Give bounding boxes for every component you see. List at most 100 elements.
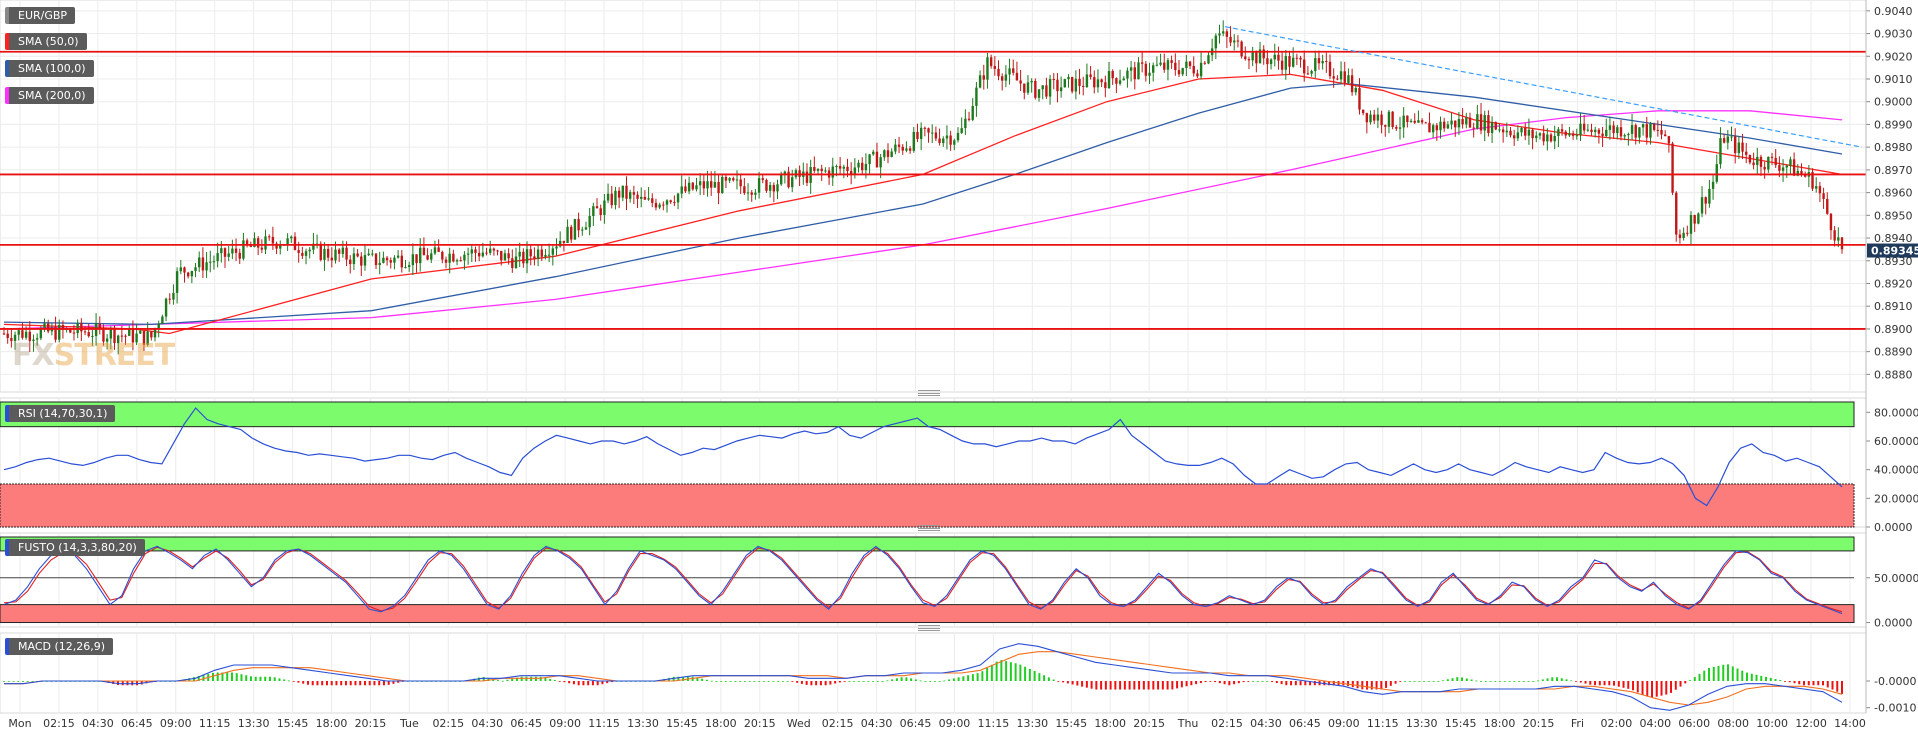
price-candle — [1376, 114, 1380, 121]
macd-histogram-bar — [1432, 681, 1435, 682]
price-candle — [1774, 157, 1777, 166]
macd-histogram-bar — [1109, 681, 1112, 690]
macd-label[interactable]: MACD (12,26,9) — [5, 638, 114, 655]
price-candle — [256, 238, 260, 248]
price-candle — [1767, 156, 1770, 170]
price-candle — [326, 248, 330, 258]
fusto-label[interactable]: FUSTO (14,3,3,80,20) — [5, 539, 145, 556]
macd-histogram-bar — [1408, 681, 1411, 682]
price-candle — [1126, 70, 1129, 79]
macd-histogram-bar — [1256, 681, 1259, 682]
sma200-label[interactable]: SMA (200,0) — [5, 87, 94, 104]
rsi-label[interactable]: RSI (14,70,30,1) — [5, 405, 116, 422]
macd-histogram-bar — [1052, 679, 1055, 681]
macd-histogram-bar — [1803, 681, 1806, 686]
macd-histogram-bar — [743, 681, 746, 682]
macd-histogram-bar — [682, 676, 685, 681]
macd-histogram-bar — [135, 681, 138, 686]
sma50-label[interactable]: SMA (50,0) — [5, 33, 87, 50]
price-candle — [1689, 215, 1693, 234]
x-tick-label: 06:45 — [510, 717, 542, 730]
price-candle — [1004, 74, 1008, 81]
macd-histogram-bar — [1518, 681, 1521, 682]
macd-histogram-bar — [1166, 681, 1169, 690]
price-candle — [1181, 67, 1184, 75]
price-candle — [1096, 79, 1100, 88]
macd-histogram-bar — [1712, 666, 1715, 681]
macd-histogram-bar — [530, 676, 533, 681]
price-candle — [83, 331, 87, 333]
price-candle — [654, 202, 658, 208]
price-candle — [1700, 197, 1704, 214]
macd-histogram-bar — [264, 676, 267, 681]
macd-histogram-bar — [211, 672, 214, 681]
symbol-label[interactable]: EUR/GBP — [5, 7, 76, 24]
price-candle — [1454, 120, 1457, 128]
macd-histogram-bar — [876, 681, 879, 682]
sma100-label[interactable]: SMA (100,0) — [5, 60, 94, 77]
price-candle — [1192, 66, 1195, 74]
x-tick-label: 04:00 — [1639, 717, 1671, 730]
price-candle — [665, 200, 669, 205]
price-candle — [371, 253, 374, 255]
price-candle — [986, 57, 989, 80]
macd-histogram-bar — [1736, 668, 1739, 681]
macd-histogram-bar — [1741, 670, 1744, 681]
price-candle — [360, 256, 363, 266]
x-tick-label: 11:15 — [588, 717, 620, 730]
price-candle — [1505, 130, 1509, 133]
macd-histogram-bar — [1247, 681, 1250, 682]
price-candle — [1590, 129, 1593, 132]
price-candle — [1675, 192, 1678, 235]
price-candle — [1616, 127, 1619, 134]
price-candle — [997, 68, 1000, 77]
price-candle — [540, 249, 543, 257]
macd-histogram-bar — [1399, 681, 1402, 682]
price-candle — [220, 248, 223, 254]
price-candle — [905, 148, 908, 151]
price-candle — [400, 255, 404, 268]
rsi-overbought-zone — [0, 401, 1855, 428]
price-candle — [1336, 78, 1339, 80]
macd-histogram-bar — [1356, 681, 1359, 689]
x-tick-label: 04:30 — [861, 717, 893, 730]
macd-histogram-bar — [1589, 681, 1592, 685]
rsi-tick-label: 80.0000 — [1874, 406, 1918, 419]
macd-histogram-bar — [1100, 681, 1103, 690]
macd-histogram-bar — [1214, 681, 1217, 683]
price-tick-label: 0.9020 — [1874, 50, 1913, 63]
x-tick-label: 11:15 — [1367, 717, 1399, 730]
price-candle — [1420, 120, 1424, 123]
price-candle — [146, 331, 149, 345]
price-candle — [1748, 154, 1752, 163]
price-candle — [1012, 68, 1015, 73]
macd-pane-resize-handle[interactable] — [918, 625, 940, 631]
x-tick-label: 04:30 — [82, 717, 114, 730]
price-candle — [98, 323, 101, 329]
macd-histogram-bar — [1204, 681, 1207, 683]
price-candle — [452, 253, 455, 262]
price-candle — [363, 255, 367, 266]
macd-histogram-bar — [1199, 681, 1202, 684]
price-candle — [142, 330, 146, 345]
price-candle — [1067, 76, 1070, 80]
price-candle — [1586, 129, 1590, 131]
price-candle — [433, 247, 437, 254]
macd-histogram-bar — [520, 676, 523, 681]
price-candle — [496, 250, 499, 252]
price-candle — [1159, 62, 1162, 65]
price-candle — [1535, 135, 1538, 139]
x-tick-label: 15:45 — [666, 717, 698, 730]
price-candle — [1439, 121, 1442, 131]
macd-histogram-bar — [729, 681, 732, 682]
macd-histogram-bar — [1826, 681, 1829, 688]
fusto-pane-resize-handle[interactable] — [918, 525, 940, 531]
macd-histogram-bar — [549, 678, 552, 681]
price-candle — [352, 253, 356, 265]
price-candle — [724, 176, 728, 181]
macd-histogram-bar — [1651, 681, 1654, 698]
macd-histogram-bar — [325, 681, 328, 686]
rsi-pane-resize-handle[interactable] — [918, 390, 940, 396]
macd-histogram-bar — [1309, 681, 1312, 686]
